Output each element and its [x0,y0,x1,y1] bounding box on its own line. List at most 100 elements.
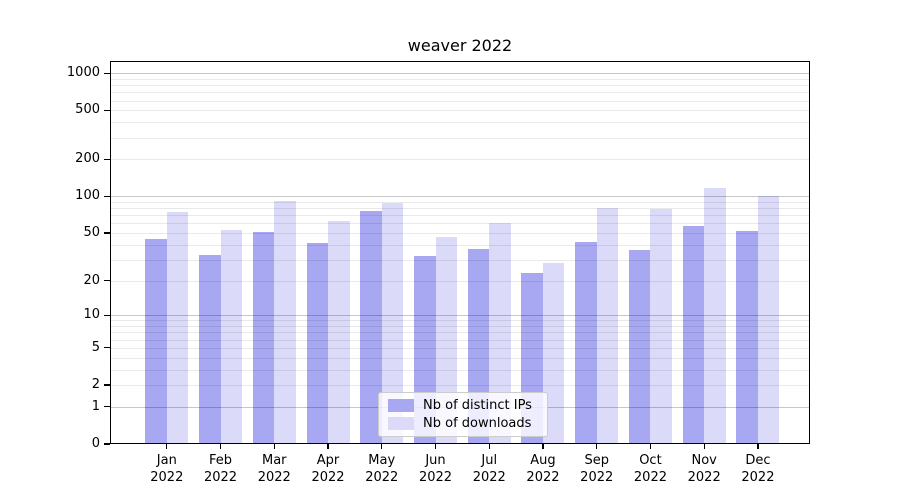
minor-gridline [110,259,810,261]
y-tick-label: 1 [91,398,100,414]
bar-downloads-mar [274,200,296,444]
bar-downloads-nov [704,188,726,444]
bar-downloads-apr [328,220,350,444]
minor-gridline [110,233,810,235]
minor-gridline [110,326,810,328]
bar-downloads-may [381,202,404,444]
y-tick-label: 50 [83,225,100,241]
x-tick-label: Feb 2022 [203,453,238,485]
x-tick-label: Dec 2022 [741,453,775,485]
minor-gridline [110,385,810,387]
y-tick-mark [104,347,110,349]
x-tick-mark [488,444,490,449]
y-tick-mark [104,232,110,234]
y-tick-mark [104,72,110,74]
bar-distinct-ips-may [360,210,382,444]
x-tick-mark [381,444,383,449]
x-tick-mark [703,444,705,449]
x-tick-label: Apr 2022 [311,453,345,485]
legend-swatch-distinct-ips [388,399,414,413]
legend-swatch-downloads [388,416,414,430]
legend-item-distinct-ips: Nb of distinct IPs [388,398,539,413]
bar-downloads-jul [489,223,511,444]
minor-gridline [110,223,810,225]
minor-gridline [110,78,810,80]
x-tick-label: Jan 2022 [150,453,184,485]
bar-distinct-ips-oct [628,250,651,444]
x-tick-mark [434,444,437,449]
legend: Nb of distinct IPs Nb of downloads [378,392,548,437]
minor-gridline [110,280,810,282]
bar-downloads-feb [220,229,243,444]
y-tick-label: 2 [91,377,100,393]
minor-gridline [110,215,810,217]
x-tick-mark [649,444,652,449]
y-tick-mark [104,384,110,386]
x-tick-label: Jun 2022 [418,453,453,485]
y-tick-label: 0 [91,436,100,451]
y-tick-mark [104,195,110,197]
chart-title: weaver 2022 [407,36,513,55]
y-tick-mark [104,109,110,112]
bar-distinct-ips-sep [575,242,597,444]
minor-gridline [110,339,810,341]
legend-label-downloads: Nb of downloads [423,415,532,431]
minor-gridline [110,320,810,322]
minor-gridline [110,92,810,94]
minor-gridline [110,244,810,246]
x-tick-mark [219,444,222,449]
y-tick-label: 5 [91,339,100,355]
minor-gridline [110,85,810,87]
minor-gridline [110,369,810,371]
x-tick-mark [327,444,329,449]
major-gridline [110,73,810,75]
x-tick-label: Aug 2022 [526,453,560,485]
y-tick-label: 500 [75,102,100,118]
bar-downloads-aug [542,263,565,444]
legend-label-distinct-ips: Nb of distinct IPs [423,398,532,414]
bar-downloads-jan [166,212,189,444]
bar-distinct-ips-apr [306,243,329,444]
minor-gridline [110,137,810,139]
minor-gridline [110,347,810,349]
minor-gridline [110,100,810,102]
y-tick-mark [104,158,110,161]
y-tick-label: 200 [75,151,100,167]
y-tick-mark [104,314,110,316]
y-tick-label: 100 [75,188,100,204]
x-tick-mark [757,444,759,449]
minor-gridline [110,208,810,210]
y-tick-label: 1000 [66,65,100,81]
x-tick-label: May 2022 [365,453,399,485]
bar-downloads-oct [650,208,672,444]
major-gridline [110,315,810,317]
x-tick-mark [273,444,275,449]
minor-gridline [110,357,810,359]
y-tick-mark [104,443,110,445]
x-tick-mark [596,444,598,449]
x-tick-label: Sep 2022 [580,453,614,485]
y-tick-mark [104,406,110,408]
bar-downloads-dec [757,196,780,444]
minor-gridline [110,159,810,161]
x-tick-label: Mar 2022 [257,453,291,485]
legend-item-downloads: Nb of downloads [388,416,539,431]
x-tick-mark [166,444,168,449]
x-tick-label: Oct 2022 [633,453,667,485]
y-tick-mark [104,280,110,282]
y-tick-label: 20 [83,272,100,288]
x-tick-label: Nov 2022 [687,453,721,485]
bar-distinct-ips-jan [145,238,167,444]
bar-distinct-ips-mar [252,231,275,444]
minor-gridline [110,110,810,112]
minor-gridline [110,201,810,203]
minor-gridline [110,122,810,124]
bar-distinct-ips-feb [199,254,221,444]
x-tick-mark [542,444,544,449]
bar-distinct-ips-dec [736,230,758,444]
minor-gridline [110,332,810,334]
bar-distinct-ips-nov [682,226,705,444]
x-tick-label: Jul 2022 [472,453,506,485]
major-gridline [110,196,810,198]
